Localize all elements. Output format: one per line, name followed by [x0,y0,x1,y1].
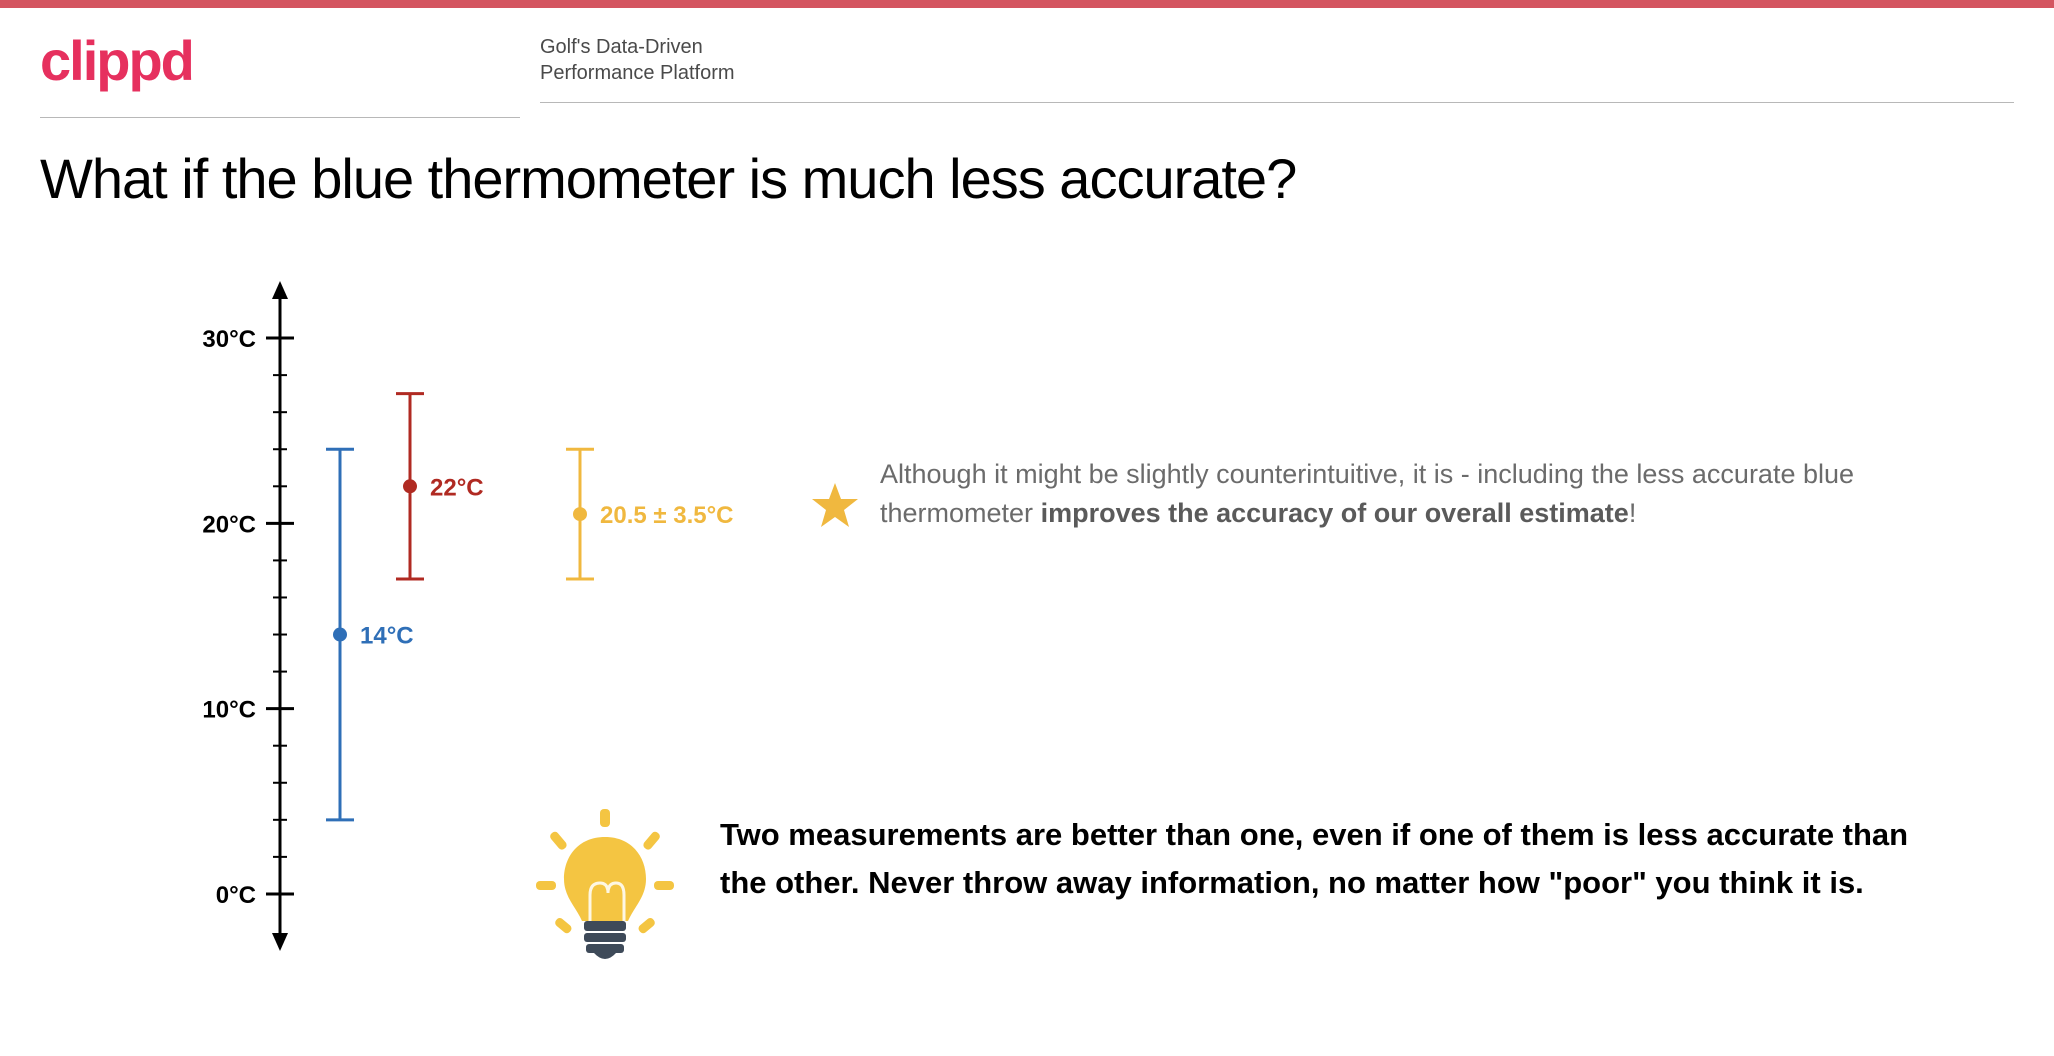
tagline-block: Golf's Data-Driven Performance Platform [540,28,2014,103]
star-icon [810,481,860,536]
logo: clippd [40,28,520,93]
page-title: What if the blue thermometer is much les… [0,118,2054,211]
svg-text:20.5 ± 3.5°C: 20.5 ± 3.5°C [600,502,734,529]
tagline-line-1: Golf's Data-Driven [540,34,2014,60]
content-area: 0°C 10°C 20°C 30°C 14°C 22°C 20.5 ± 3.5°C Alth… [0,211,2054,1031]
svg-text:0°C: 0°C [216,882,256,909]
tagline-line-2: Performance Platform [540,60,2014,86]
svg-text:22°C: 22°C [430,474,484,501]
svg-text:30°C: 30°C [202,326,256,353]
svg-text:10°C: 10°C [202,697,256,724]
para-bold: improves the accuracy of our overall est… [1041,498,1629,528]
para-post: ! [1629,498,1637,528]
svg-text:14°C: 14°C [360,623,414,650]
header: clippd Golf's Data-Driven Performance Pl… [0,8,2054,118]
svg-text:20°C: 20°C [202,511,256,538]
logo-block: clippd [40,28,520,118]
explanation-paragraph: Although it might be slightly counterint… [880,455,1960,533]
lightbulb-icon [530,803,680,978]
accent-bar [0,0,2054,8]
takeaway-text: Two measurements are better than one, ev… [720,811,1960,907]
